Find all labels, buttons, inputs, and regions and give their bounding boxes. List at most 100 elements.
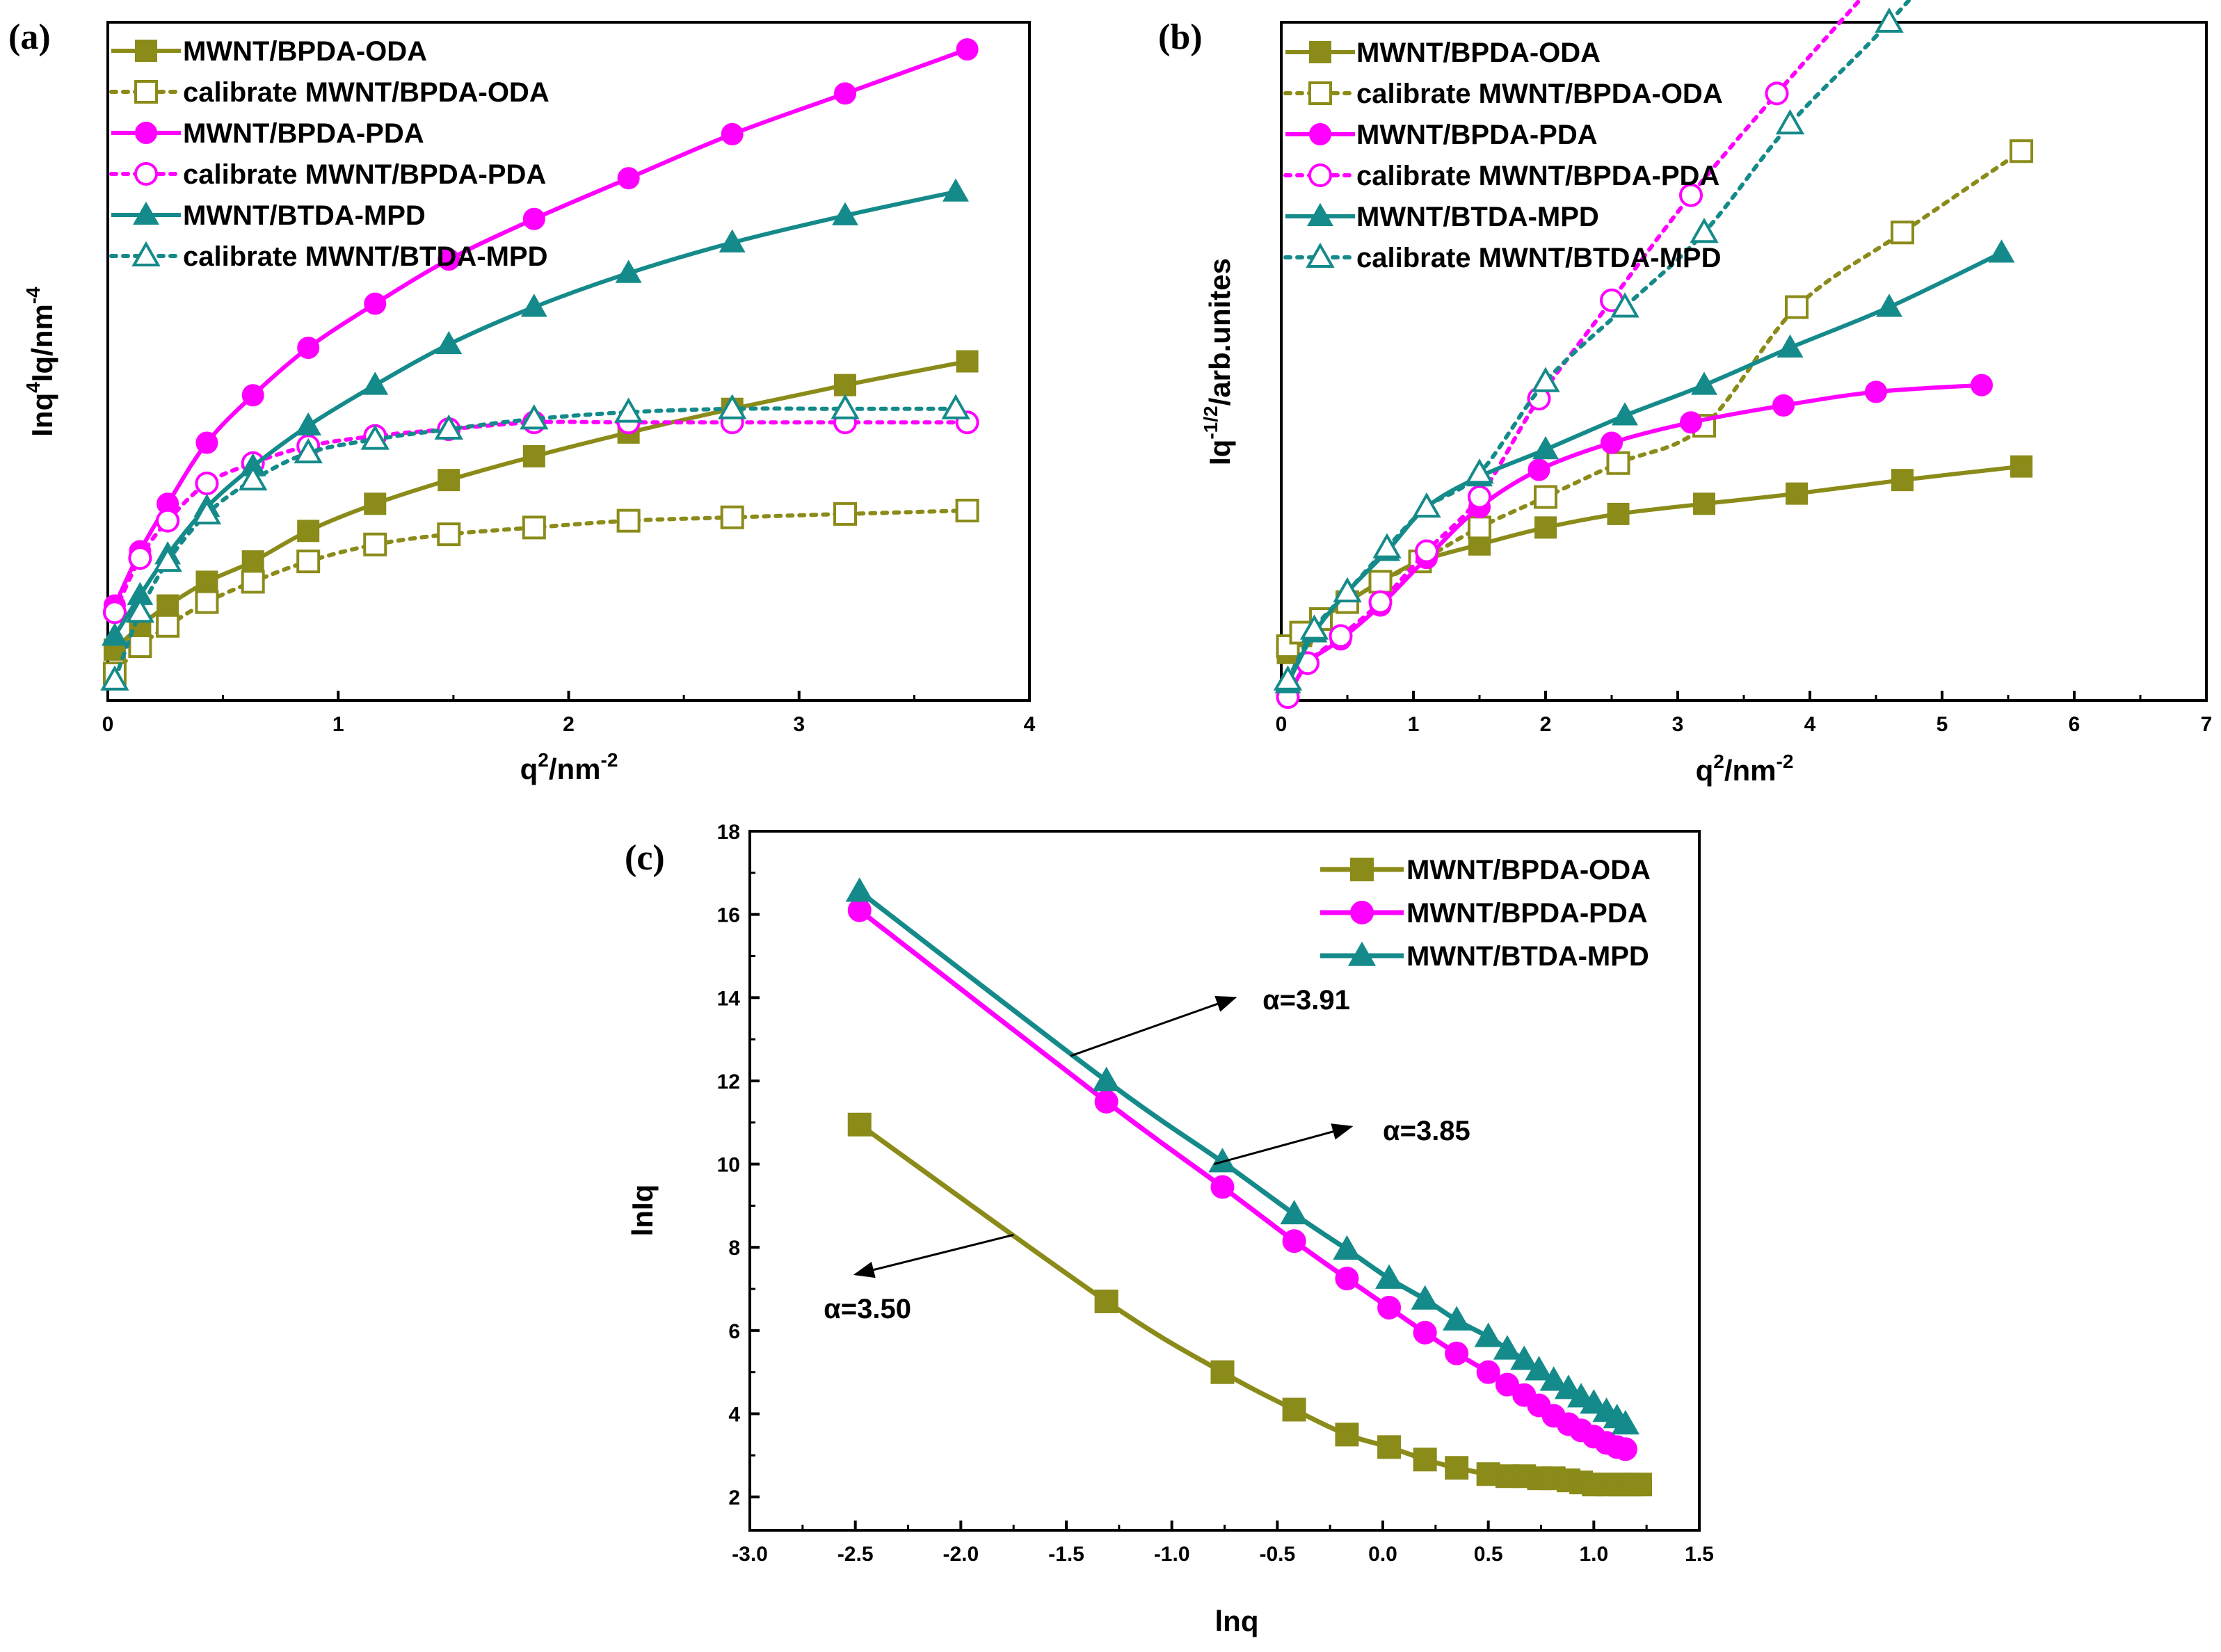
x-tick-label: 3: [793, 713, 805, 736]
legend-label: MWNT/BTDA-MPD: [1356, 202, 1599, 232]
x-tick-label: -1.0: [1154, 1543, 1190, 1566]
data-point: [1531, 367, 1560, 392]
data-point: [100, 665, 129, 691]
data-point: [101, 623, 128, 646]
data-point: [241, 384, 264, 407]
panel-c-annotations: α=3.91 α=3.85 α=3.50: [824, 985, 1470, 1324]
data-point: [1611, 1410, 1639, 1435]
data-point: [522, 515, 546, 540]
data-point: [1495, 1372, 1519, 1397]
data-point: [1601, 431, 1623, 454]
data-point: [438, 469, 460, 492]
series-calibrate-mwnt-btda-mpd: [100, 394, 970, 691]
legend-label: MWNT/BPDA-PDA: [1406, 898, 1648, 929]
legend-item: calibrate MWNT/BTDA-MPD: [1283, 242, 1721, 273]
data-point: [156, 508, 180, 533]
data-point: [845, 877, 874, 902]
data-point: [1377, 1435, 1402, 1459]
panel-a-x-axis-title: q2/nm-2: [520, 749, 618, 785]
data-point: [1493, 1335, 1522, 1360]
panel-c: (c) -3.0 -2.5 -2.0 -1.5 -1.0 -0.5 0.0 0.5 1.0 1.5…: [625, 821, 1714, 1637]
legend-marker: [131, 241, 161, 266]
data-point: [522, 207, 545, 230]
annotation-arrow: [853, 1233, 1014, 1278]
legend-item: calibrate MWNT/BPDA-ODA: [109, 77, 550, 108]
panel-c-series: [845, 877, 1653, 1497]
x-tick-label: 1.0: [1579, 1543, 1608, 1566]
data-point: [941, 394, 970, 419]
data-point: [296, 550, 321, 574]
data-point: [297, 337, 320, 359]
data-point: [1606, 451, 1630, 475]
x-tick-label: 7: [2201, 713, 2213, 736]
panel-a-y-axis-title: Inq4Iq/nm-4: [22, 287, 58, 437]
data-point: [1468, 485, 1491, 509]
data-point: [1607, 502, 1630, 525]
x-tick-label: 0.0: [1368, 1543, 1397, 1566]
legend-marker: [1309, 123, 1331, 145]
legend-label: MWNT/BPDA-PDA: [183, 118, 424, 149]
data-point: [238, 465, 268, 491]
annotation-label: α=3.50: [824, 1294, 911, 1324]
data-point: [1765, 81, 1789, 106]
data-point: [832, 202, 858, 225]
legend-marker: [135, 122, 157, 144]
data-point: [834, 82, 856, 105]
panel-a-series: [100, 38, 979, 691]
data-point: [1534, 516, 1557, 539]
legend-label: calibrate MWNT/BTDA-MPD: [183, 241, 547, 272]
data-point: [1610, 292, 1639, 318]
series-calibrate-mwnt-btda-mpd: [1273, 0, 1912, 691]
y-tick-label: 12: [717, 1070, 740, 1093]
legend-label: MWNT/BPDA-ODA: [1406, 855, 1651, 885]
series-calibrate-mwnt-bpda-oda: [102, 499, 979, 685]
data-point: [616, 508, 641, 533]
x-tick-label: -0.5: [1259, 1543, 1295, 1566]
series-mwnt-bpda-oda: [847, 1112, 1653, 1497]
legend-marker: [134, 80, 158, 104]
legend-marker: [1308, 163, 1332, 187]
x-tick-label: 4: [1804, 713, 1816, 736]
legend-item: MWNT/BTDA-MPD: [1285, 202, 1599, 232]
legend-item: MWNT/BPDA-PDA: [1320, 898, 1648, 929]
data-point: [157, 594, 179, 617]
data-point: [360, 424, 390, 450]
data-point: [720, 505, 744, 529]
legend-item: MWNT/BTDA-MPD: [111, 200, 426, 231]
data-point: [614, 397, 643, 423]
data-point: [195, 570, 218, 593]
data-point: [719, 229, 746, 252]
annotation-label: α=3.85: [1383, 1116, 1470, 1146]
legend-marker: [1309, 41, 1331, 63]
data-point: [1580, 1389, 1608, 1414]
data-point: [241, 570, 265, 594]
data-point: [192, 499, 222, 524]
annotation-arrow: [1213, 1123, 1354, 1166]
annotation-label: α=3.91: [1262, 985, 1350, 1016]
data-point: [1891, 469, 1914, 492]
data-point: [1094, 1289, 1118, 1313]
data-point: [520, 294, 547, 317]
panel-b: (b) 0 1 2 3 4 5 6 7 MWNT/BPDA-ODA calibrate MWNT…: [1158, 0, 2212, 787]
data-point: [1875, 7, 1904, 33]
panel-b-y-axis-title: Iq-1/2/arb.unites: [1200, 258, 1236, 465]
data-point: [1282, 1397, 1306, 1422]
data-point: [956, 38, 979, 61]
data-point: [943, 178, 969, 202]
data-point: [1865, 380, 1887, 403]
legend-marker: [1350, 858, 1374, 881]
legend-item: calibrate MWNT/BPDA-PDA: [109, 159, 546, 190]
series-line: [1285, 383, 1982, 698]
legend-item: MWNT/BPDA-ODA: [1285, 38, 1601, 68]
legend-label: calibrate MWNT/BTDA-MPD: [1356, 243, 1721, 273]
x-tick-label: -3.0: [732, 1543, 768, 1566]
data-point: [1693, 492, 1715, 515]
series-mwnt-bpda-pda: [847, 898, 1637, 1461]
data-point: [362, 371, 389, 395]
legend-item: calibrate MWNT/BPDA-PDA: [1283, 161, 1719, 191]
data-point: [294, 438, 323, 464]
x-tick-label: 4: [1024, 713, 1036, 736]
data-point: [1554, 1374, 1583, 1400]
data-point: [1443, 1306, 1471, 1331]
panel-b-label: (b): [1158, 17, 1203, 57]
